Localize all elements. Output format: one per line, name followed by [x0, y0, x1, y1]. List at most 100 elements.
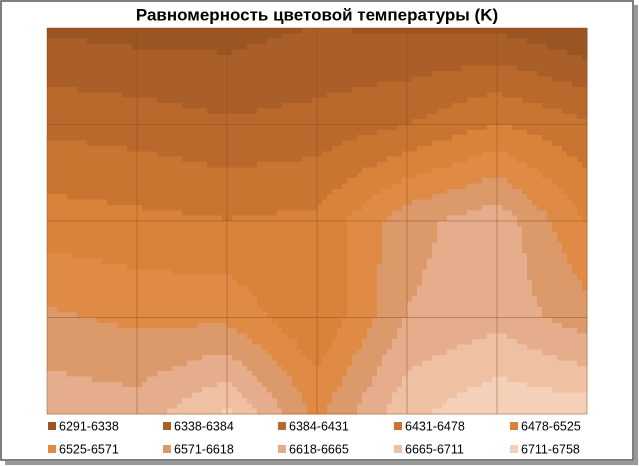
contour-patch: [327, 135, 333, 142]
contour-patch: [267, 231, 273, 238]
contour-patch: [557, 194, 563, 201]
contour-patch: [382, 44, 388, 51]
contour-patch: [237, 60, 243, 67]
contour-patch: [242, 178, 248, 185]
contour-patch: [512, 97, 518, 104]
contour-patch: [227, 28, 233, 34]
contour-patch: [52, 210, 58, 217]
contour-patch: [117, 242, 123, 249]
contour-patch: [192, 172, 198, 179]
contour-patch: [92, 65, 98, 72]
contour-patch: [272, 108, 278, 115]
contour-patch: [77, 44, 83, 51]
contour-patch: [232, 119, 238, 126]
contour-patch: [92, 70, 98, 77]
contour-patch: [247, 274, 253, 281]
contour-patch: [172, 204, 178, 211]
contour-patch: [287, 178, 293, 185]
contour-patch: [207, 28, 213, 34]
contour-patch: [187, 103, 193, 110]
contour-patch: [317, 113, 323, 120]
contour-patch: [562, 199, 568, 206]
contour-patch: [127, 312, 133, 319]
contour-patch: [72, 258, 78, 265]
contour-patch: [557, 135, 563, 142]
contour-patch: [542, 215, 548, 222]
contour-patch: [197, 108, 203, 115]
contour-patch: [222, 119, 228, 126]
contour-patch: [372, 119, 378, 126]
contour-patch: [342, 237, 348, 244]
contour-patch: [347, 231, 353, 238]
contour-patch: [367, 242, 373, 249]
contour-patch: [142, 210, 148, 217]
contour-patch: [407, 145, 413, 152]
contour-patch: [367, 103, 373, 110]
contour-patch: [337, 38, 343, 45]
contour-patch: [292, 231, 298, 238]
contour-patch: [227, 285, 233, 292]
contour-patch: [67, 151, 73, 158]
contour-patch: [462, 156, 468, 163]
contour-patch: [532, 108, 538, 115]
contour-patch: [552, 199, 558, 206]
contour-patch: [302, 162, 308, 168]
contour-patch: [177, 86, 183, 93]
contour-patch: [132, 44, 138, 51]
contour-patch: [242, 306, 248, 313]
contour-patch: [267, 210, 273, 217]
contour-patch: [267, 188, 273, 195]
contour-patch: [267, 258, 273, 265]
contour-patch: [317, 119, 323, 126]
contour-patch: [187, 135, 193, 142]
contour-patch: [507, 97, 513, 104]
contour-patch: [92, 60, 98, 67]
contour-patch: [227, 156, 233, 163]
contour-patch: [257, 274, 263, 281]
contour-patch: [527, 124, 533, 131]
contour-patch: [507, 135, 513, 142]
contour-patch: [452, 119, 458, 126]
contour-patch: [157, 54, 163, 61]
contour-patch: [272, 301, 278, 308]
contour-patch: [372, 97, 378, 104]
contour-patch: [332, 60, 338, 67]
contour-patch: [462, 76, 468, 83]
contour-patch: [492, 194, 498, 201]
contour-patch: [537, 81, 543, 88]
contour-patch: [542, 119, 548, 126]
contour-patch: [292, 301, 298, 308]
contour-patch: [412, 145, 418, 152]
contour-patch: [437, 54, 443, 61]
contour-patch: [457, 44, 463, 51]
contour-patch: [257, 76, 263, 83]
contour-patch: [462, 140, 468, 147]
contour-patch: [262, 167, 268, 174]
contour-patch: [312, 86, 318, 93]
contour-patch: [527, 76, 533, 83]
contour-patch: [427, 124, 433, 131]
contour-patch: [537, 76, 543, 83]
contour-patch: [367, 33, 373, 40]
contour-patch: [302, 76, 308, 83]
contour-patch: [307, 119, 313, 126]
contour-patch: [422, 76, 428, 83]
contour-patch: [272, 279, 278, 286]
contour-patch: [77, 33, 83, 40]
contour-patch: [487, 38, 493, 45]
contour-patch: [77, 263, 83, 270]
contour-patch: [117, 199, 123, 206]
contour-patch: [337, 113, 343, 120]
contour-patch: [387, 247, 393, 254]
contour-patch: [242, 108, 248, 115]
contour-patch: [307, 183, 313, 190]
contour-patch: [302, 296, 308, 303]
contour-patch: [277, 183, 283, 190]
contour-patch: [72, 226, 78, 233]
contour-patch: [322, 242, 328, 249]
contour-patch: [257, 215, 263, 222]
contour-patch: [202, 231, 208, 238]
contour-patch: [402, 65, 408, 72]
contour-patch: [507, 76, 513, 83]
contour-cell: [47, 28, 138, 126]
